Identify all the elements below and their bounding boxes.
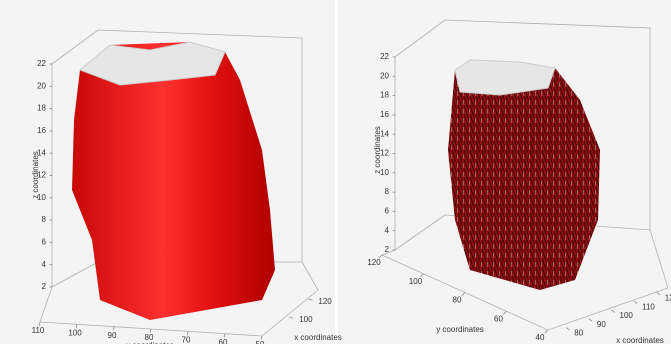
y-axis-label: y coordinates [126, 341, 174, 344]
tick-mark [38, 321, 41, 326]
y-tick-label: 60 [219, 338, 228, 344]
z-tick-label: 16 [380, 110, 389, 119]
tick-mark [112, 326, 115, 331]
x-axis-label: x coordinates [294, 333, 342, 342]
tick-mark [420, 273, 424, 278]
y-tick-label: 110 [32, 326, 45, 335]
z-tick-label: 2 [385, 245, 390, 254]
tick-mark [461, 292, 466, 296]
y-tick-label: 100 [68, 328, 82, 337]
tick-mark [260, 335, 263, 340]
surface [72, 42, 275, 320]
x-tick-label: 80 [574, 329, 583, 338]
y-tick-label: 90 [108, 331, 117, 340]
tick-mark [289, 316, 294, 319]
tick-mark [75, 324, 78, 329]
z-tick-label: 2 [42, 282, 47, 291]
z-tick-label: 18 [37, 104, 46, 113]
x-tick-label: 90 [597, 320, 606, 329]
z-tick-label: 4 [42, 260, 47, 269]
y-tick-label: 70 [182, 335, 191, 344]
tick-mark [544, 329, 549, 334]
y-tick-label: 50 [256, 340, 265, 344]
z-tick-label: 14 [380, 129, 389, 138]
z-tick-label: 22 [37, 59, 46, 68]
tick-mark [186, 331, 189, 336]
z-tick-label: 22 [380, 52, 389, 61]
x-axis-label: x coordinates [616, 336, 664, 344]
tick-mark [149, 328, 152, 333]
tick-mark [656, 292, 661, 296]
z-tick-label: 12 [380, 149, 389, 158]
z-tick-label: 6 [385, 207, 390, 216]
tick-mark [611, 309, 615, 313]
z-axis-label: z coordinates [373, 126, 382, 174]
tick-mark [633, 300, 638, 304]
z-tick-label: 8 [42, 215, 47, 224]
z-tick-label: 8 [385, 187, 390, 196]
y-tick-label: 120 [367, 258, 381, 267]
top-cap [454, 59, 556, 96]
z-tick-label: 18 [380, 91, 389, 100]
y-axis-label: y coordinates [436, 325, 484, 334]
y-tick-label: 60 [494, 314, 503, 323]
tick-mark [308, 298, 313, 301]
y-tick-label: 80 [145, 333, 154, 342]
tick-mark [503, 310, 507, 315]
x-tick-label: 120 [318, 297, 332, 306]
tick-mark [566, 327, 570, 331]
x-tick-label: 110 [642, 302, 655, 311]
z-tick-label: 20 [380, 71, 389, 80]
z-tick-label: 6 [42, 238, 47, 247]
surface [448, 60, 600, 290]
z-tick-label: 4 [385, 226, 390, 235]
box [381, 19, 669, 331]
z-tick-label: 10 [37, 193, 46, 202]
z-tick-label: 10 [380, 168, 389, 177]
tick-mark [223, 333, 226, 338]
z-tick-label: 14 [37, 148, 46, 157]
z-axis-label: z coordinates [31, 151, 40, 199]
x-tick-label: 120 [665, 294, 671, 303]
x-tick-label: 100 [620, 311, 634, 320]
tick-mark [378, 254, 383, 259]
z-tick-label: 16 [37, 126, 46, 135]
top-cap [79, 41, 226, 86]
z-tick-label: 20 [37, 81, 46, 90]
tick-mark [588, 318, 593, 322]
y-tick-label: 80 [453, 296, 462, 305]
y-tick-label: 40 [536, 333, 545, 342]
y-tick-label: 100 [409, 277, 423, 286]
x-tick-label: 100 [299, 315, 313, 324]
box [39, 29, 319, 337]
z-tick-label: 12 [37, 171, 46, 180]
